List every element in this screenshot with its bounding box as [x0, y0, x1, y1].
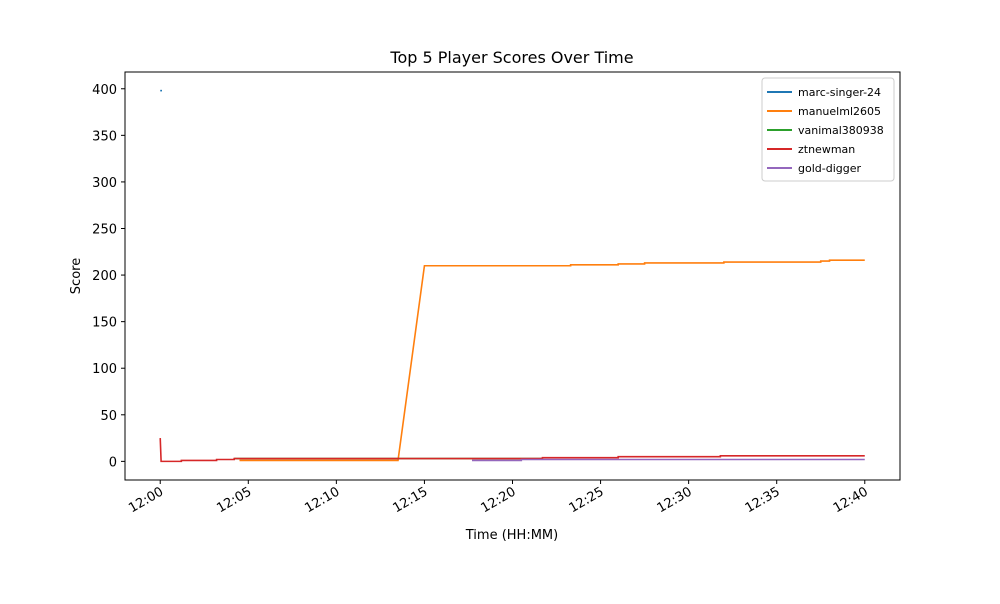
legend-box: [761, 77, 895, 182]
y-tick-label: 200: [92, 269, 117, 284]
plot-frame: [124, 71, 901, 481]
chart-title: Top 5 Player Scores Over Time: [389, 48, 633, 67]
y-tick-label: 400: [92, 83, 117, 98]
y-tick-label: 250: [92, 222, 117, 237]
series-line: [159, 438, 865, 463]
y-tick-label: 350: [92, 129, 117, 144]
x-axis-label: Time (HH:MM): [465, 528, 558, 543]
y-axis-label: Score: [69, 258, 84, 294]
legend-label: ztnewman: [798, 143, 855, 156]
y-tick-label: 50: [100, 409, 117, 424]
y-tick-label: 150: [92, 316, 117, 331]
y-tick-label: 0: [109, 455, 117, 470]
legend-label: vanimal380938: [798, 124, 884, 137]
legend-label: marc-singer-24: [798, 86, 881, 99]
y-tick-label: 300: [92, 176, 117, 191]
legend-label: gold-digger: [798, 162, 861, 175]
series-line: [239, 259, 865, 462]
y-tick-label: 100: [92, 362, 117, 377]
series-line: [471, 458, 865, 462]
legend-label: manuelml2605: [798, 105, 881, 118]
